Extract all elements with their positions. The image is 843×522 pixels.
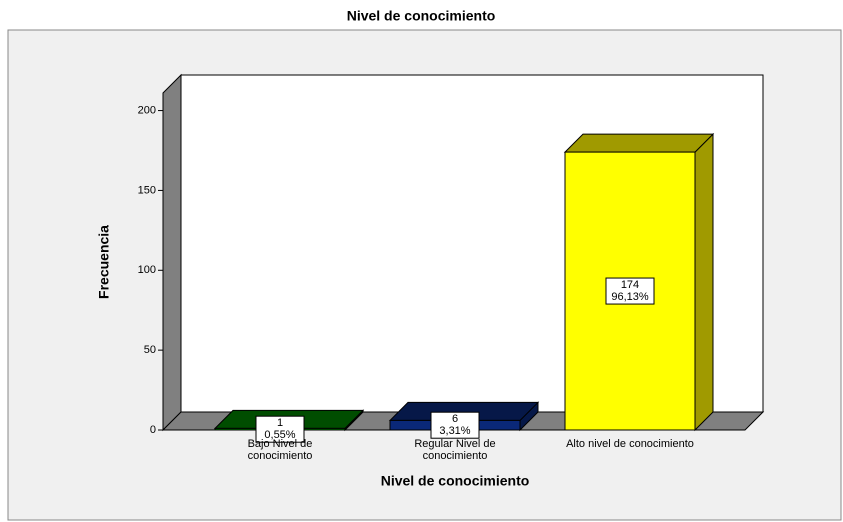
data-label-box <box>255 415 305 443</box>
x-tick-label: Regular Nivel de conocimiento <box>414 438 496 462</box>
data-label: 6 <box>452 413 458 425</box>
percent-label: 0,55% <box>264 429 295 441</box>
bar-top <box>563 133 715 153</box>
y-tick-label: 50 <box>144 344 156 356</box>
data-label-box <box>605 277 655 305</box>
bar-side <box>694 132 714 432</box>
chart-title: Nivel de conocimiento <box>347 8 496 24</box>
x-tick-label: Bajo Nivel de conocimiento <box>247 438 313 462</box>
data-label-box <box>430 411 480 439</box>
y-tick-label: 200 <box>138 104 156 116</box>
x-tick-label: Alto nivel de conocimiento <box>566 438 694 450</box>
left-wall <box>162 73 182 432</box>
percent-label: 96,13% <box>611 291 649 303</box>
data-label: 1 <box>277 417 283 429</box>
x-axis-title: Nivel de conocimiento <box>381 473 530 489</box>
y-tick-label: 150 <box>138 184 156 196</box>
y-axis-title: Frecuencia <box>96 225 112 299</box>
data-label: 174 <box>621 279 639 291</box>
percent-label: 3,31% <box>439 425 470 437</box>
y-tick-label: 100 <box>138 264 156 276</box>
y-tick-label: 0 <box>150 424 156 436</box>
